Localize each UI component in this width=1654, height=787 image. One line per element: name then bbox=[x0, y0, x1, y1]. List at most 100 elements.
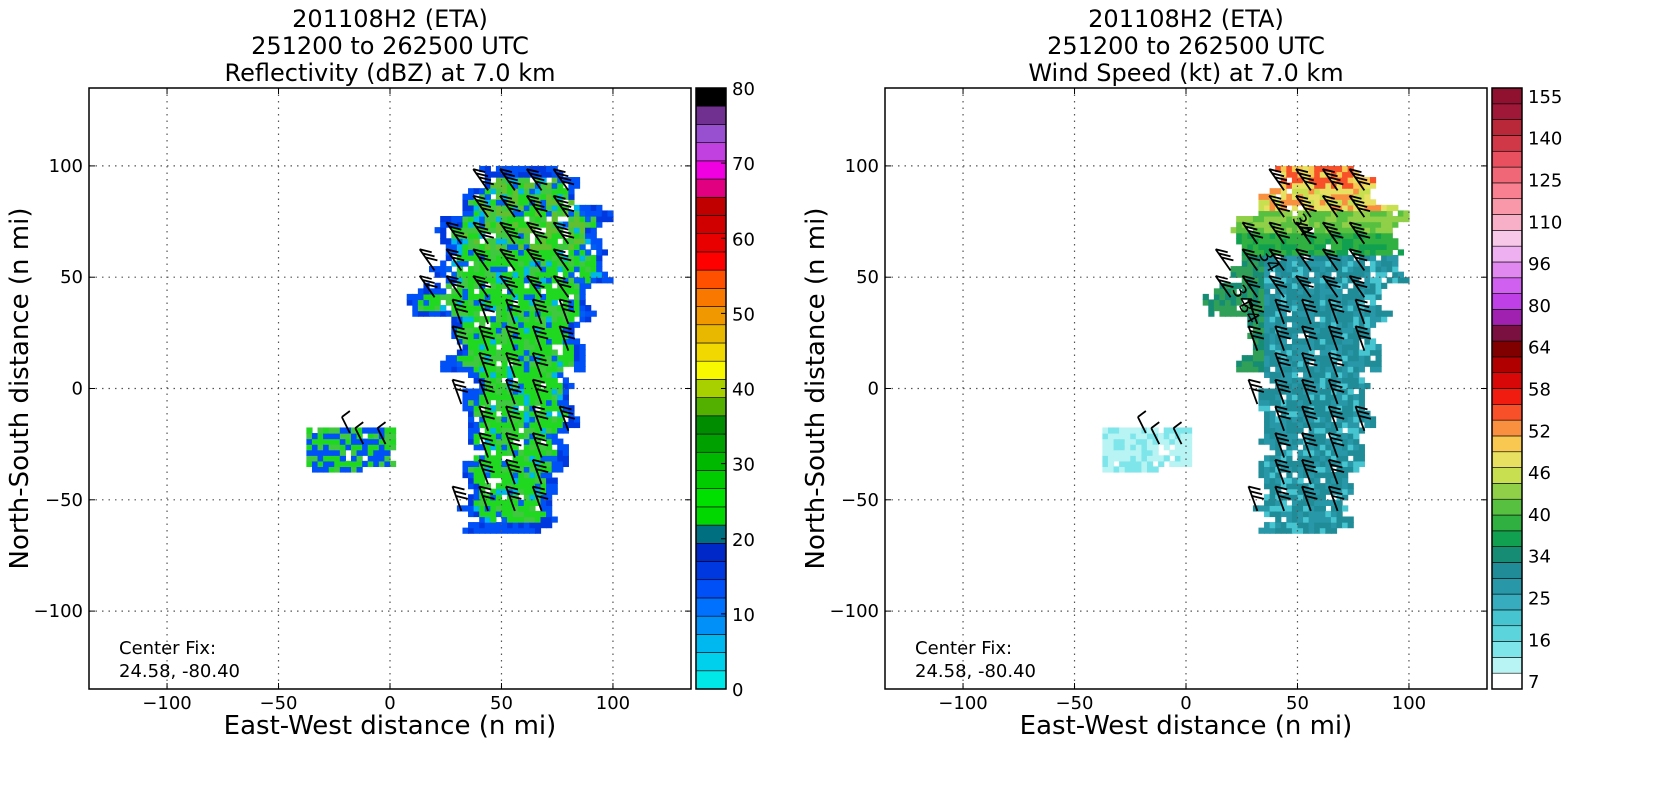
field-cell bbox=[551, 288, 558, 295]
barb-feather bbox=[508, 180, 521, 186]
field-cell bbox=[339, 444, 347, 451]
wind-barb bbox=[1247, 378, 1265, 405]
barb-shaft bbox=[445, 222, 463, 245]
barb-feather bbox=[1305, 308, 1318, 313]
field-cell bbox=[1264, 221, 1271, 228]
barb-feather bbox=[1305, 361, 1318, 367]
field-cell bbox=[523, 421, 530, 429]
field-cell bbox=[568, 338, 575, 345]
field-cell bbox=[512, 343, 519, 351]
barb-feather bbox=[1330, 383, 1343, 389]
barb-feather bbox=[455, 495, 469, 500]
field-cell bbox=[1158, 460, 1165, 468]
field-cell bbox=[1252, 327, 1260, 334]
barb-feather bbox=[507, 303, 520, 309]
field-cell bbox=[562, 193, 569, 200]
field-cell bbox=[1280, 310, 1287, 317]
field-cell bbox=[518, 488, 525, 495]
field-cell bbox=[1325, 471, 1332, 479]
barb-feather bbox=[419, 248, 432, 254]
field-cell bbox=[462, 199, 469, 206]
field-cell bbox=[562, 355, 569, 362]
field-cell bbox=[540, 455, 547, 462]
field-cell bbox=[1319, 349, 1326, 356]
barb-feather bbox=[532, 229, 545, 235]
field-cell bbox=[568, 382, 575, 390]
field-cell bbox=[490, 277, 497, 284]
field-cell bbox=[523, 433, 530, 440]
field-cell bbox=[1364, 327, 1371, 334]
field-cell bbox=[1325, 388, 1332, 395]
field-cell bbox=[1169, 460, 1176, 468]
colorbar-swatch bbox=[695, 397, 727, 417]
field-cell bbox=[1342, 349, 1349, 356]
field-cell bbox=[557, 293, 564, 301]
field-cell bbox=[1375, 277, 1382, 284]
field-cell bbox=[529, 449, 536, 456]
field-cell bbox=[540, 204, 547, 212]
field-cell bbox=[1369, 349, 1377, 356]
field-cell bbox=[495, 227, 503, 234]
barb-feather bbox=[509, 441, 522, 447]
field-cell bbox=[1342, 316, 1349, 323]
field-cell bbox=[473, 427, 480, 434]
barb-feather bbox=[1330, 356, 1343, 362]
field-cell bbox=[1258, 460, 1265, 468]
field-cell bbox=[501, 499, 508, 506]
barb-shaft bbox=[1321, 195, 1339, 218]
field-cell bbox=[1269, 427, 1276, 434]
wind-barb bbox=[418, 248, 438, 272]
field-cell bbox=[523, 310, 530, 317]
field-cell bbox=[1297, 494, 1304, 501]
field-cell bbox=[573, 232, 581, 239]
field-cell bbox=[1275, 277, 1282, 284]
field-cell bbox=[551, 416, 558, 423]
wind-barb bbox=[1150, 421, 1161, 445]
field-cell bbox=[1336, 165, 1343, 173]
field-cell bbox=[462, 471, 469, 479]
field-cell bbox=[473, 338, 480, 345]
barb-feather bbox=[1137, 410, 1147, 418]
colorbar-swatch bbox=[1491, 340, 1523, 358]
field-cell bbox=[462, 243, 469, 250]
field-cell bbox=[495, 499, 503, 506]
barb-feather bbox=[1330, 303, 1343, 309]
field-cell bbox=[1392, 204, 1399, 212]
field-cell bbox=[1381, 254, 1388, 262]
y-axis-label: North-South distance (n mi) bbox=[5, 208, 35, 570]
field-cell bbox=[1264, 427, 1271, 434]
field-cell bbox=[501, 305, 508, 312]
field-cell bbox=[479, 199, 486, 206]
field-cell bbox=[1353, 455, 1360, 462]
field-cell bbox=[507, 271, 514, 278]
field-cell bbox=[462, 527, 469, 534]
field-cell bbox=[540, 483, 547, 490]
field-cell bbox=[534, 299, 542, 306]
field-cell bbox=[1336, 355, 1343, 362]
field-cell bbox=[317, 455, 324, 462]
colorbar-tick-label: 0 bbox=[732, 680, 743, 701]
field-cell bbox=[596, 215, 603, 223]
field-cell bbox=[529, 343, 536, 351]
field-cell bbox=[551, 427, 558, 434]
field-cell bbox=[1286, 327, 1293, 334]
field-cell bbox=[495, 254, 503, 262]
field-cell bbox=[484, 327, 491, 334]
field-cell bbox=[1264, 243, 1271, 250]
field-cell bbox=[523, 238, 530, 245]
field-cell bbox=[1342, 254, 1349, 262]
field-cell bbox=[512, 332, 519, 340]
field-cell bbox=[534, 215, 542, 223]
field-cell bbox=[1264, 416, 1271, 423]
field-cell bbox=[451, 215, 458, 223]
field-cell bbox=[529, 466, 536, 473]
field-cell bbox=[1291, 260, 1299, 267]
field-cell bbox=[1330, 238, 1338, 245]
field-cell bbox=[1264, 510, 1271, 518]
field-cell bbox=[523, 410, 530, 417]
field-cell bbox=[1325, 382, 1332, 390]
field-cell bbox=[573, 310, 581, 317]
field-cell bbox=[490, 332, 497, 340]
barb-feather bbox=[1352, 172, 1365, 178]
field-cell bbox=[1264, 399, 1271, 406]
